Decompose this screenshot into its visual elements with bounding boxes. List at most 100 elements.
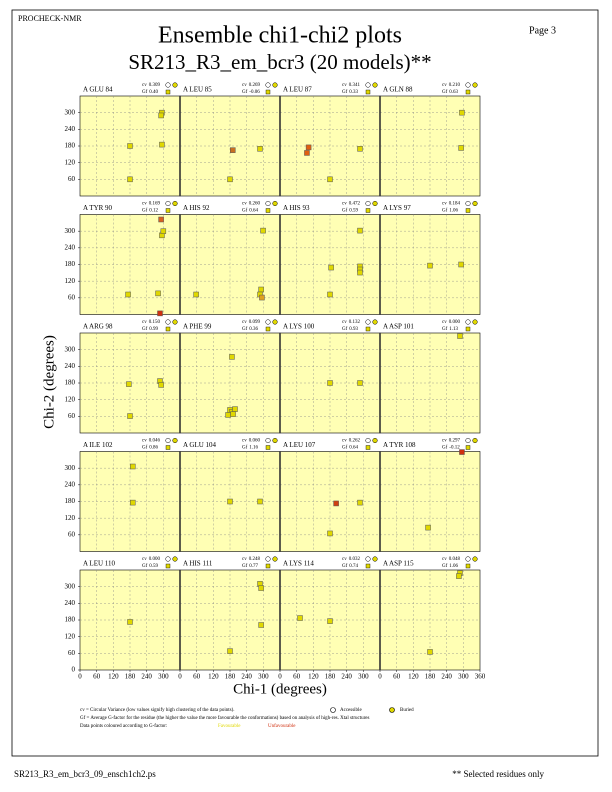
data-point (305, 144, 312, 151)
cv-icon (165, 82, 171, 88)
cv-label: cv (342, 83, 347, 88)
cv-icon (272, 82, 278, 88)
gf-value: Gf 0.59 (342, 209, 359, 214)
residue-label: A GLN 88 (383, 86, 413, 94)
y-tick-label: 120 (65, 514, 76, 522)
gf-swatch (165, 326, 171, 332)
cv-label: cv (442, 83, 447, 88)
data-point (125, 291, 131, 298)
cv-icon (472, 200, 478, 207)
gf-label: Gf (442, 446, 448, 451)
data-point (130, 463, 136, 470)
cv-label: cv (342, 320, 347, 325)
data-point (127, 619, 133, 625)
x-tick-label: 240 (341, 673, 352, 681)
data-point (427, 649, 433, 655)
cv-number: 0.032 (349, 557, 361, 562)
data-point (459, 449, 465, 455)
data-point (230, 147, 236, 153)
data-point (193, 291, 199, 298)
data-point (258, 286, 264, 293)
data-point (327, 618, 333, 624)
gf-value: Gf 0.12 (142, 209, 159, 214)
gf-label: Gf (142, 90, 148, 95)
cv-icon (172, 556, 178, 562)
data-point (304, 150, 310, 156)
cv-number: 0.341 (349, 83, 361, 88)
y-tick-label: 240 (65, 599, 76, 607)
cv-value: cv 0.150 (142, 320, 160, 325)
cv-number: 0.262 (349, 439, 361, 444)
gf-value: Gf 1.06 (442, 564, 459, 569)
legend-favourable: Favourable (218, 724, 241, 729)
cv-number: 0.248 (249, 557, 261, 562)
gf-number: -0.12 (449, 446, 460, 451)
cv-number: 0.000 (149, 557, 161, 562)
cv-icon (472, 82, 478, 88)
gf-number: 0.64 (249, 209, 258, 214)
cv-icon (372, 556, 378, 562)
data-point (229, 354, 235, 360)
gf-label: Gf (442, 90, 448, 95)
gf-number: 0.12 (149, 209, 158, 214)
gf-swatch (465, 326, 471, 332)
gf-swatch (365, 563, 371, 569)
gf-swatch (265, 89, 271, 95)
cv-icon (365, 82, 371, 88)
gf-number: 0.36 (249, 327, 258, 332)
cv-number: 0.184 (449, 202, 461, 207)
gf-number: 0.86 (149, 446, 158, 451)
page-frame (11, 9, 599, 757)
gf-swatch (165, 208, 171, 213)
y-tick-label: 120 (65, 158, 76, 166)
cv-value: cv 0.184 (442, 202, 460, 207)
cv-icon (472, 437, 478, 444)
cv-number: 0.169 (149, 202, 161, 207)
gf-value: Gf 0.74 (342, 564, 359, 569)
cv-label: cv (242, 202, 247, 207)
cv-icon (472, 319, 478, 325)
x-tick-label: 300 (158, 673, 169, 681)
gf-number: 1.06 (449, 209, 458, 214)
y-tick-label: 180 (65, 142, 76, 150)
gf-label: Gf (242, 90, 248, 95)
x-tick-label: 120 (408, 673, 419, 681)
data-point (357, 380, 363, 386)
cv-icon (465, 556, 471, 562)
data-point (157, 310, 163, 317)
cv-label: cv (442, 439, 447, 444)
data-point (425, 524, 431, 531)
gf-swatch (165, 89, 171, 95)
cv-label: cv (142, 202, 147, 207)
y-tick-label: 60 (68, 649, 76, 657)
gf-label: Gf (442, 209, 448, 214)
cv-icon (265, 82, 271, 88)
gf-value: Gf 1.13 (442, 327, 459, 332)
cv-number: 0.269 (249, 83, 261, 88)
y-tick-label: 300 (65, 227, 76, 235)
cv-value: cv 0.248 (242, 557, 260, 562)
cv-icon (472, 556, 478, 562)
cv-number: 0.099 (249, 320, 261, 325)
cv-icon (265, 437, 271, 444)
gf-value: Gf 0.36 (242, 327, 259, 332)
gf-swatch (365, 208, 371, 213)
cv-value: cv 0.341 (342, 83, 360, 88)
cv-icon (165, 200, 171, 207)
cv-icon (172, 200, 178, 207)
y-tick-label: 180 (65, 616, 76, 624)
x-tick-label: 240 (141, 673, 152, 681)
data-point (258, 622, 264, 628)
cv-number: 0.472 (349, 202, 361, 207)
y-tick-label: 120 (65, 277, 76, 285)
cv-icon (272, 556, 278, 562)
y-tick-label: 240 (65, 362, 76, 370)
x-tick-label: 180 (425, 673, 436, 681)
gf-number: 0.93 (349, 327, 358, 332)
gf-value: Gf -0.06 (242, 90, 260, 95)
legend-unfavourable: Unfavourable (268, 724, 296, 729)
residue-label: A LYS 114 (283, 560, 314, 568)
cv-value: cv 0.262 (342, 439, 360, 444)
x-tick-label: 60 (93, 673, 101, 681)
cv-number: 0.048 (449, 557, 461, 562)
